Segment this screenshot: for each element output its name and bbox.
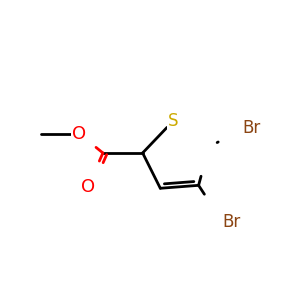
Text: O: O	[72, 125, 86, 143]
Text: S: S	[168, 112, 179, 130]
Text: Br: Br	[222, 213, 240, 231]
Text: O: O	[81, 178, 95, 196]
Text: Br: Br	[243, 119, 261, 137]
